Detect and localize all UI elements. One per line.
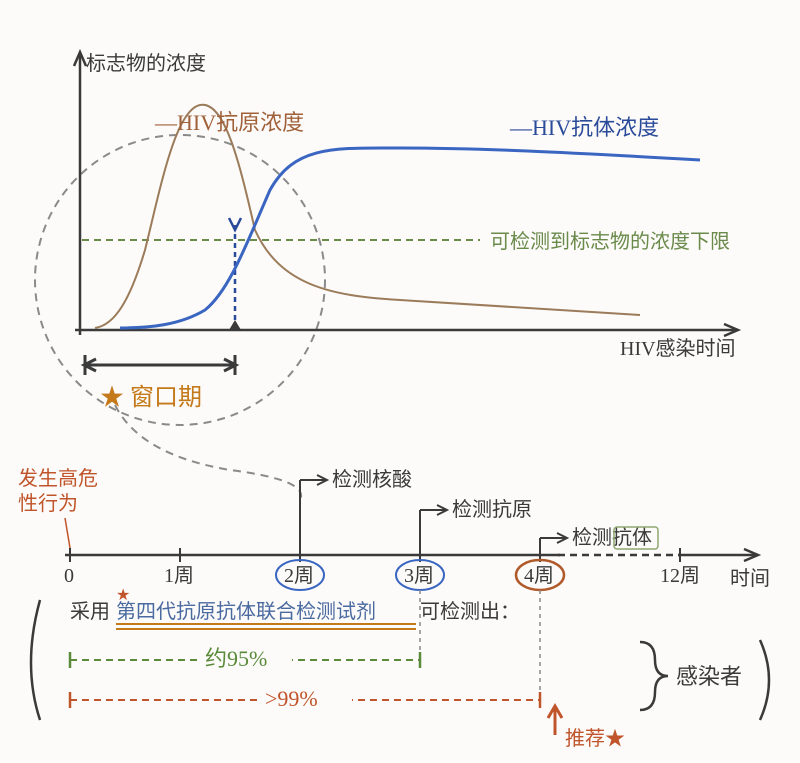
x-axis-label: HIV感染时间 bbox=[620, 337, 736, 360]
tick-2: 2周 bbox=[284, 565, 314, 587]
tick-1: 1周 bbox=[164, 565, 194, 587]
tick-0: 0 bbox=[64, 565, 74, 587]
bar-95: 约95% bbox=[70, 644, 420, 672]
detect-nucleic-label: 检测核酸 bbox=[332, 468, 412, 491]
magnifier-circle bbox=[35, 135, 325, 425]
window-bracket bbox=[84, 355, 236, 375]
detect-antigen: 检测抗原 bbox=[420, 498, 532, 552]
tick-5: 12周 bbox=[660, 565, 700, 587]
antigen-legend: —HIV抗原浓度 bbox=[154, 110, 304, 135]
right-brace bbox=[640, 642, 668, 710]
concentration-chart: 标志物的浓度 HIV感染时间 —HIV抗原浓度 —HIV抗体浓度 可检测到标志物… bbox=[35, 52, 738, 500]
recommend-label: 推荐★ bbox=[565, 727, 625, 750]
intersection-arrow-down bbox=[229, 218, 241, 230]
magnifier-callout bbox=[115, 405, 301, 500]
sentence-emphasis: 第四代抗原抗体联合检测试剂 bbox=[116, 600, 376, 623]
detect-nucleic: 检测核酸 bbox=[300, 468, 412, 552]
threshold-legend: 可检测到标志物的浓度下限 bbox=[490, 230, 730, 253]
bar-99-label: >99% bbox=[265, 686, 318, 711]
start-event-leader bbox=[65, 518, 70, 548]
detect-antibody: 检测抗体 bbox=[540, 526, 658, 552]
sentence-suffix: 可检测出： bbox=[420, 600, 520, 623]
bar-95-label: 约95% bbox=[205, 646, 267, 671]
intersection-triangle bbox=[229, 320, 241, 330]
sentence: 采用 ★ 第四代抗原抗体联合检测试剂 可检测出： bbox=[70, 587, 520, 629]
brace-label: 感染者 bbox=[676, 664, 742, 689]
start-event-label-2: 性行为 bbox=[18, 492, 78, 515]
detect-antigen-label: 检测抗原 bbox=[452, 498, 532, 521]
detect-antibody-label: 检测抗体 bbox=[572, 526, 652, 549]
diagram-canvas: 标志物的浓度 HIV感染时间 —HIV抗原浓度 —HIV抗体浓度 可检测到标志物… bbox=[0, 0, 800, 763]
start-event-label-1: 发生高危 bbox=[18, 467, 98, 490]
sentence-prefix: 采用 bbox=[70, 600, 110, 623]
right-paren bbox=[760, 640, 769, 720]
y-axis-label: 标志物的浓度 bbox=[86, 52, 206, 75]
timeline: 发生高危 性行为 时间 0 1周 2周 3周 4周 12周 bbox=[18, 467, 770, 750]
tick-4: 4周 bbox=[524, 565, 554, 587]
bar-99: >99% bbox=[70, 684, 540, 712]
svg-text:采用: 采用 bbox=[70, 600, 110, 623]
antibody-legend: —HIV抗体浓度 bbox=[509, 115, 659, 140]
tick-3: 3周 bbox=[404, 565, 434, 587]
timeline-axis-label: 时间 bbox=[730, 567, 770, 590]
recommend: 推荐★ bbox=[548, 706, 625, 750]
window-period-label: ★ 窗口期 bbox=[100, 384, 202, 411]
left-paren bbox=[31, 600, 40, 720]
